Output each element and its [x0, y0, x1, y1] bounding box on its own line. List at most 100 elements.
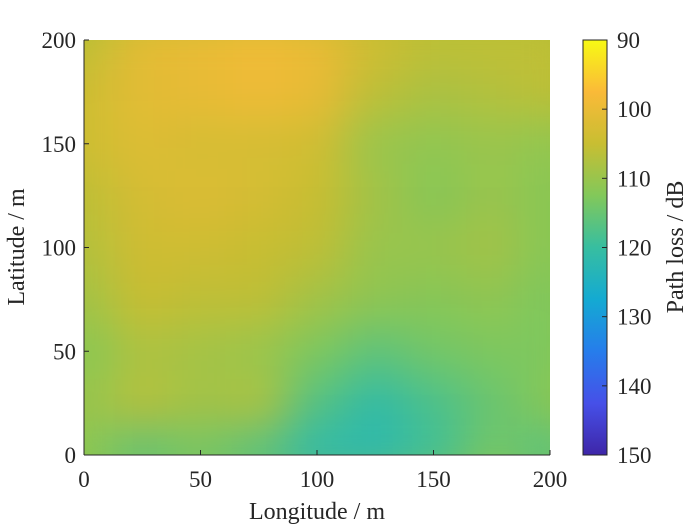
heatmap-cell — [287, 65, 347, 118]
heatmap-cell — [346, 169, 405, 222]
heatmap-cell — [113, 273, 172, 326]
heatmap-cell — [462, 117, 521, 170]
heatmap-cell — [171, 273, 230, 326]
heatmap-cell — [404, 221, 463, 274]
heatmap-cell — [346, 221, 405, 274]
heatmap-cell — [171, 169, 230, 222]
heatmap-cell — [404, 377, 463, 430]
heatmap-cell — [520, 273, 550, 326]
heatmap-cell — [287, 221, 347, 274]
heatmap-cell — [346, 429, 405, 455]
heatmap-cells — [84, 40, 550, 455]
heatmap-cell — [113, 377, 172, 430]
heatmap-cell — [171, 221, 230, 274]
heatmap-cell — [462, 377, 521, 430]
heatmap-cell — [113, 65, 172, 118]
x-tick-label: 0 — [78, 467, 90, 492]
heatmap-cell — [113, 117, 172, 170]
colorbar: 90 100 110 120 130 140 150 Path loss / dB — [582, 28, 689, 468]
heatmap-cell — [462, 40, 521, 66]
heatmap-cell — [404, 65, 463, 118]
y-tick-label: 150 — [42, 132, 77, 157]
colorbar-tick-label: 100 — [617, 97, 652, 122]
heatmap-cell — [84, 169, 114, 222]
heatmap-cell — [84, 65, 114, 118]
heatmap-cell — [520, 40, 550, 66]
heatmap-cell — [113, 169, 172, 222]
y-tick-label: 200 — [42, 28, 77, 53]
y-tick-label: 50 — [53, 339, 76, 364]
heatmap-cell — [462, 65, 521, 118]
heatmap-cell — [229, 429, 288, 455]
heatmap-cell — [346, 325, 405, 378]
heatmap-cell — [84, 40, 114, 66]
heatmap-cell — [462, 325, 521, 378]
x-tick-label: 200 — [533, 467, 568, 492]
heatmap-cell — [171, 40, 230, 66]
y-tick-label: 0 — [65, 443, 77, 468]
heatmap-cell — [171, 65, 230, 118]
heatmap-cell — [404, 273, 463, 326]
heatmap-cell — [462, 221, 521, 274]
heatmap-cell — [462, 429, 521, 455]
heatmap-cell — [404, 169, 463, 222]
colorbar-ticks: 90 100 110 120 130 140 150 — [602, 28, 652, 468]
heatmap-cell — [84, 429, 114, 455]
heatmap-cell — [520, 169, 550, 222]
heatmap-cell — [520, 377, 550, 430]
heatmap-cell — [171, 325, 230, 378]
heatmap-cell — [287, 325, 347, 378]
heatmap-cell — [229, 65, 288, 118]
heatmap-cell — [113, 221, 172, 274]
plot-area — [84, 40, 550, 455]
heatmap-cell — [520, 325, 550, 378]
heatmap-cell — [113, 429, 172, 455]
heatmap-cell — [229, 377, 288, 430]
colorbar-tick-label: 120 — [617, 236, 652, 261]
heatmap-cell — [287, 40, 347, 66]
heatmap-cell — [520, 221, 550, 274]
x-tick-label: 150 — [416, 467, 451, 492]
heatmap-cell — [520, 429, 550, 455]
heatmap-cell — [346, 40, 405, 66]
heatmap-cell — [171, 117, 230, 170]
heatmap-cell — [287, 273, 347, 326]
colorbar-tick-label: 130 — [617, 305, 652, 330]
heatmap-cell — [229, 169, 288, 222]
x-tick-label: 50 — [189, 467, 212, 492]
heatmap-cell — [462, 169, 521, 222]
heatmap-cell — [229, 273, 288, 326]
heatmap-cell — [287, 169, 347, 222]
colorbar-tick-label: 140 — [617, 374, 652, 399]
heatmap-cell — [287, 117, 347, 170]
heatmap-cell — [113, 40, 172, 66]
heatmap-cell — [229, 221, 288, 274]
heatmap-cell — [229, 117, 288, 170]
heatmap-cell — [84, 273, 114, 326]
x-tick-label: 100 — [300, 467, 335, 492]
heatmap-cell — [404, 40, 463, 66]
heatmap-cell — [346, 65, 405, 118]
colorbar-tick-label: 150 — [617, 443, 652, 468]
heatmap-cell — [171, 377, 230, 430]
colorbar-tick-label: 90 — [617, 28, 640, 53]
heatmap-cell — [229, 325, 288, 378]
heatmap-cell — [229, 40, 288, 66]
axes: 0 50 100 150 200 0 50 100 150 200 — [42, 28, 568, 492]
heatmap-cell — [346, 117, 405, 170]
colorbar-tick-label: 110 — [617, 166, 651, 191]
colorbar-label: Path loss / dB — [663, 181, 689, 314]
y-tick-label: 100 — [42, 236, 77, 261]
heatmap-cell — [346, 377, 405, 430]
heatmap-cell — [404, 117, 463, 170]
y-axis-label: Latitude / m — [4, 188, 30, 306]
heatmap-cell — [84, 377, 114, 430]
heatmap-cell — [346, 273, 405, 326]
heatmap-cell — [287, 377, 347, 430]
heatmap-cell — [404, 325, 463, 378]
heatmap-cell — [113, 325, 172, 378]
heatmap-cell — [462, 273, 521, 326]
heatmap-cell — [520, 117, 550, 170]
heatmap-cell — [520, 65, 550, 118]
